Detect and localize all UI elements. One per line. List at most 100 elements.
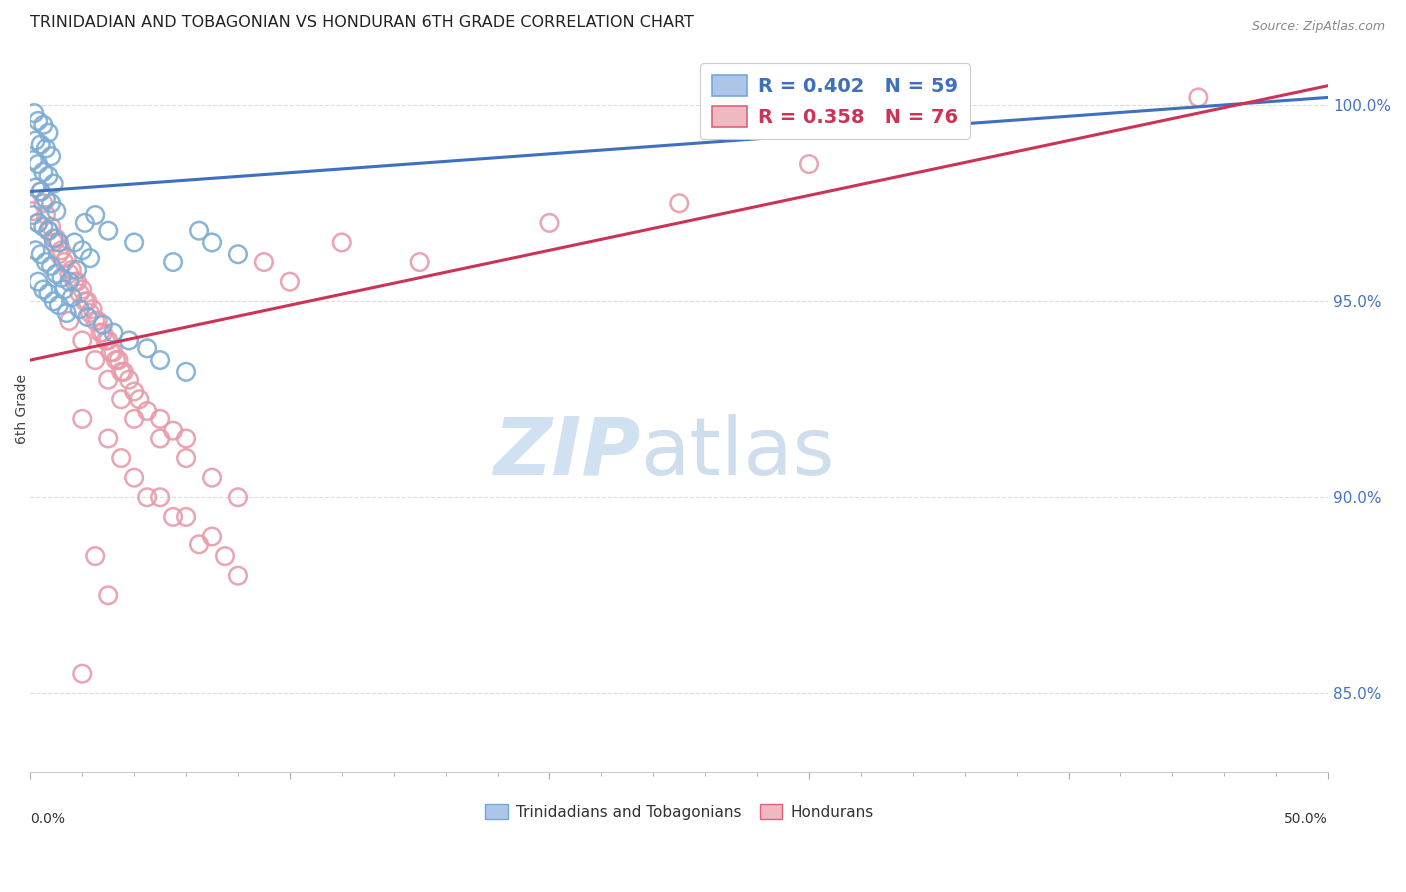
Point [55,306,77,320]
Point [162,509,184,524]
Point [42,231,65,245]
Point [70,283,93,297]
Point [76,294,98,309]
Legend: Trinidadians and Tobagonians, Hondurans: Trinidadians and Tobagonians, Hondurans [479,798,879,826]
Point [107,353,129,368]
Point [37,169,59,183]
Point [27,157,49,171]
Point [30,185,52,199]
Point [408,255,430,269]
Point [37,224,59,238]
Point [70,412,93,426]
Point [149,353,172,368]
Point [89,326,111,340]
Point [136,490,159,504]
Point [70,666,93,681]
Point [174,432,197,446]
Point [63,275,86,289]
Point [149,432,172,446]
Point [97,432,120,446]
Point [797,157,820,171]
Point [32,219,55,234]
Point [39,219,62,234]
Point [201,235,224,250]
Point [32,283,55,297]
Point [27,216,49,230]
Point [128,392,150,407]
Text: atlas: atlas [640,414,835,491]
Point [668,196,690,211]
Point [103,326,125,340]
Point [53,283,76,297]
Point [110,365,132,379]
Point [149,412,172,426]
Point [122,471,145,485]
Point [48,235,70,250]
Y-axis label: 6th Grade: 6th Grade [15,374,30,444]
Text: Source: ZipAtlas.com: Source: ZipAtlas.com [1251,20,1385,33]
Point [66,263,89,277]
Point [51,270,73,285]
Point [69,286,91,301]
Point [24,244,46,258]
Point [201,529,224,543]
Point [63,235,86,250]
Point [45,231,67,245]
Point [21,204,44,219]
Point [30,185,52,199]
Point [51,244,73,258]
Point [35,141,58,155]
Point [136,341,159,355]
Point [253,255,276,269]
Point [24,180,46,194]
Point [226,568,249,582]
Point [35,255,58,269]
Point [91,318,114,332]
Point [100,345,122,359]
Point [188,537,211,551]
Text: 0.0%: 0.0% [31,812,65,826]
Point [27,114,49,128]
Point [32,118,55,132]
Point [226,247,249,261]
Point [1187,90,1209,104]
Point [60,290,83,304]
Point [39,259,62,273]
Point [76,310,98,324]
Point [45,267,67,281]
Point [35,208,58,222]
Point [60,263,83,277]
Text: 50.0%: 50.0% [1285,812,1329,826]
Point [79,251,101,265]
Point [122,384,145,399]
Point [30,137,52,152]
Point [30,247,52,261]
Point [188,224,211,238]
Point [97,224,120,238]
Point [87,314,110,328]
Point [149,490,172,504]
Point [39,149,62,163]
Point [174,451,197,466]
Point [58,314,80,328]
Point [136,404,159,418]
Point [110,392,132,407]
Point [928,118,950,132]
Point [42,235,65,250]
Point [24,134,46,148]
Point [58,275,80,289]
Point [110,451,132,466]
Point [73,294,96,309]
Point [37,126,59,140]
Point [79,306,101,320]
Point [48,247,70,261]
Point [174,509,197,524]
Point [70,334,93,348]
Point [22,106,45,120]
Point [39,196,62,211]
Point [103,345,125,359]
Point [73,216,96,230]
Point [97,373,120,387]
Point [21,153,44,168]
Point [84,549,107,563]
